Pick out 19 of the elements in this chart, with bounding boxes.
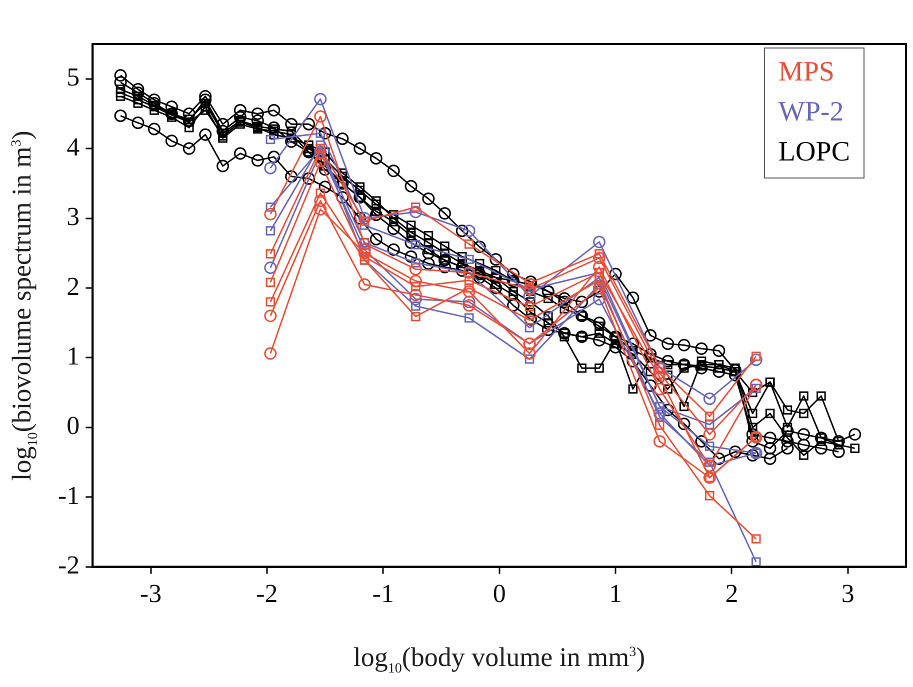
x-tick-label: 2: [725, 579, 738, 608]
x-tick-label: -1: [372, 579, 394, 608]
y-tick-label: 0: [66, 411, 80, 440]
x-tick-label: 0: [492, 579, 506, 608]
x-tick-label: 1: [609, 579, 622, 608]
y-tick-label: 1: [66, 342, 80, 371]
text: MPS: [778, 56, 834, 88]
x-tick-label: 3: [841, 579, 854, 608]
x-axis-title: log$_{10}$(body volume in mm$^{3}$): [353, 642, 646, 678]
y-tick-label: 4: [66, 132, 80, 162]
x-tick-label: -2: [256, 579, 278, 608]
text: WP-2: [778, 96, 844, 128]
x-tick-label: -3: [140, 579, 162, 608]
y-tick-label: 3: [66, 202, 80, 232]
text: LOPC: [778, 136, 850, 168]
y-tick-label: -1: [58, 480, 80, 510]
y-tick-label: -2: [58, 550, 80, 580]
y-tick-label: 5: [66, 62, 80, 92]
y-tick-label: 2: [66, 272, 80, 301]
